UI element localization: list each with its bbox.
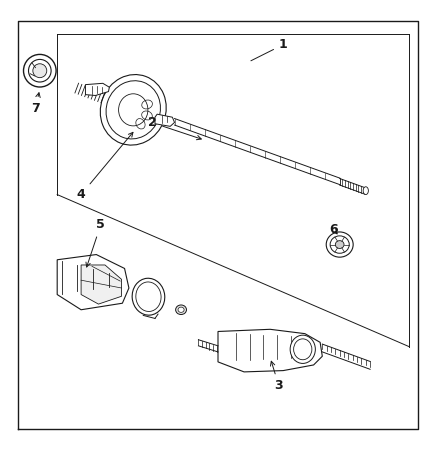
Ellipse shape (178, 307, 184, 312)
Ellipse shape (24, 54, 56, 87)
Ellipse shape (330, 236, 349, 253)
Text: 7: 7 (31, 93, 40, 115)
Text: 1: 1 (251, 38, 288, 61)
Polygon shape (85, 83, 109, 95)
Ellipse shape (136, 282, 161, 311)
Text: 6: 6 (329, 223, 337, 236)
Ellipse shape (119, 94, 148, 126)
Ellipse shape (106, 81, 160, 139)
Ellipse shape (290, 335, 315, 364)
Text: 2: 2 (148, 117, 201, 140)
Polygon shape (155, 114, 174, 126)
Ellipse shape (326, 232, 353, 257)
Ellipse shape (176, 305, 187, 315)
Polygon shape (81, 265, 122, 304)
Ellipse shape (293, 339, 312, 360)
Text: 3: 3 (270, 361, 283, 392)
Ellipse shape (100, 75, 166, 145)
Polygon shape (57, 255, 129, 310)
Ellipse shape (33, 64, 47, 78)
Text: 5: 5 (86, 219, 105, 267)
Text: 4: 4 (77, 132, 133, 201)
Ellipse shape (335, 241, 344, 248)
Polygon shape (218, 329, 322, 372)
Ellipse shape (363, 187, 368, 194)
Ellipse shape (28, 59, 51, 82)
Ellipse shape (132, 278, 165, 315)
